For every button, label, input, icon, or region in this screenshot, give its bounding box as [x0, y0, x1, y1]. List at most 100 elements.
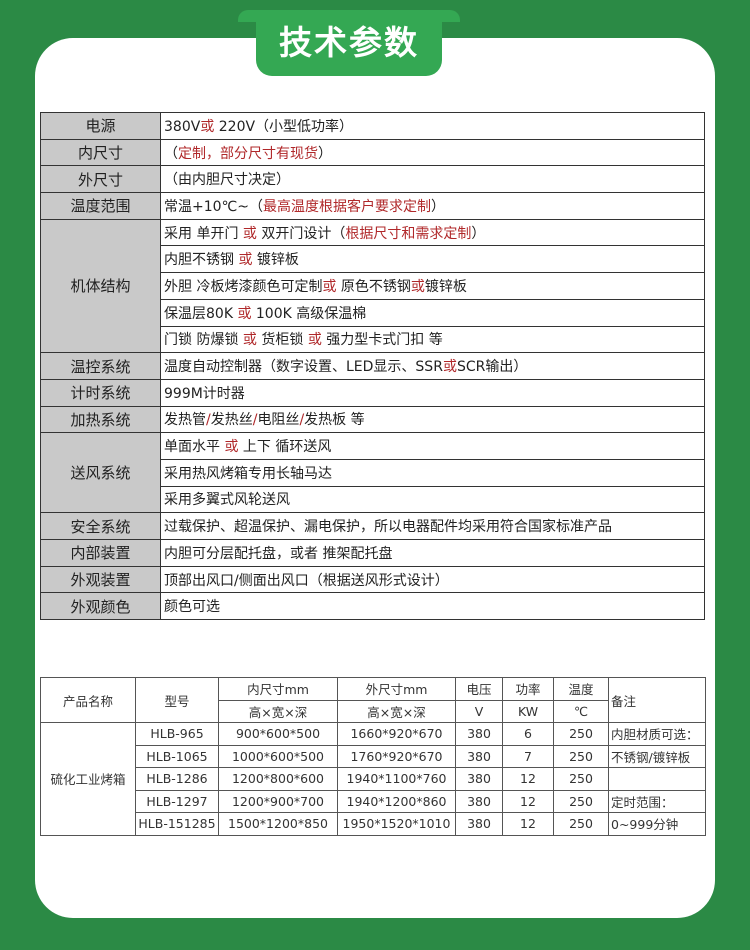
- highlight-text: 或: [242, 332, 257, 349]
- spec-value: 门锁 防爆锁 或 货柜锁 或 强力型卡式门扣 等: [160, 325, 705, 354]
- spec-text: 100K 高级保温棉: [251, 305, 367, 322]
- spec-table: 电源 380V或 220V（小型低功率） 内尺寸 （定制，部分尺寸有现货） 外尺寸 （由内…: [40, 112, 705, 621]
- table-row: HLB-1286 1200*800*600 1940*1100*760 380 12 25…: [41, 767, 706, 791]
- spec-text: 常温+10℃~（: [164, 198, 263, 215]
- spec-text: 原色不锈钢: [336, 278, 411, 295]
- model-table: 产品名称 型号 内尺寸mm 外尺寸mm 电压 功率 温度 备注 高×宽×深 高×…: [40, 677, 706, 836]
- spec-label: 机体结构: [40, 218, 161, 354]
- voltage-cell: 380: [455, 789, 503, 813]
- highlight-text: 或: [307, 332, 322, 349]
- note-cell: 定时范围：: [608, 789, 706, 813]
- table-row: HLB-1065 1000*600*500 1760*920*670 380 7 250 不…: [41, 744, 706, 768]
- spec-row: 外观装置 顶部出风口/侧面出风口（根据送风形式设计）: [40, 565, 705, 594]
- spec-label: 加热系统: [40, 405, 161, 434]
- spec-text: ）: [318, 145, 332, 162]
- header-inner-sub: 高×宽×深: [218, 699, 338, 723]
- outer-size-cell: 1760*920*670: [337, 744, 456, 768]
- temperature-cell: 250: [553, 812, 609, 836]
- header-model: 型号: [135, 677, 219, 723]
- power-cell: 12: [502, 812, 554, 836]
- spec-text: 顶部出风口/侧面出风口（根据送风形式设计）: [164, 572, 449, 589]
- spec-value: 采用多翼式风轮送风: [160, 485, 705, 514]
- spec-text: 内胆可分层配托盘，或者 推架配托盘: [164, 545, 393, 562]
- note-cell: 内胆材质可选：: [608, 722, 706, 746]
- model-cell: HLB-1065: [135, 744, 219, 768]
- spec-text: 镀锌板: [252, 252, 299, 269]
- spec-row: 内尺寸 （定制，部分尺寸有现货）: [40, 138, 705, 167]
- spec-label: 送风系统: [40, 432, 161, 514]
- outer-size-cell: 1940*1100*760: [337, 767, 456, 791]
- page-title: 技术参数: [238, 10, 460, 76]
- spec-row: 温控系统 温度自动控制器（数字设置、LED显示、SSR或SCR输出）: [40, 352, 705, 380]
- spec-value: 保温层80K 或 100K 高级保温棉: [160, 298, 705, 327]
- spec-value: 内胆可分层配托盘，或者 推架配托盘: [160, 539, 705, 567]
- header-temp: 温度: [553, 677, 609, 701]
- spec-row: 门锁 防爆锁 或 货柜锁 或 强力型卡式门扣 等: [41, 325, 705, 354]
- model-cell: HLB-965: [135, 722, 219, 746]
- spec-text: 采用多翼式风轮送风: [164, 492, 290, 509]
- spec-text: 强力型卡式门扣 等: [321, 332, 443, 349]
- highlight-text: /: [206, 412, 211, 429]
- spec-label: 外观颜色: [40, 592, 161, 621]
- spec-label: 温度范围: [40, 192, 161, 220]
- inner-size-cell: 900*600*500: [218, 722, 338, 746]
- spec-text: 220V（小型低功率）: [214, 118, 354, 135]
- inner-size-cell: 1200*800*600: [218, 767, 338, 791]
- spec-value: 采用 单开门 或 双开门设计（根据尺寸和需求定制）: [160, 218, 705, 247]
- spec-text: 货柜锁: [256, 332, 308, 349]
- spec-label: 外观装置: [40, 565, 161, 594]
- highlight-text: 或: [322, 278, 337, 295]
- spec-text: SCR输出）: [456, 359, 528, 376]
- model-cell: HLB-1286: [135, 767, 219, 791]
- power-cell: 6: [502, 722, 554, 746]
- spec-row: 采用热风烤箱专用长轴马达: [41, 458, 705, 487]
- highlight-text: 或: [224, 439, 239, 456]
- model-cell: HLB-151285: [135, 812, 219, 836]
- temperature-cell: 250: [553, 789, 609, 813]
- note-cell: 0~999分钟: [608, 812, 706, 836]
- highlight-text: 根据尺寸和需求定制: [345, 225, 472, 242]
- spec-text: 颜色可选: [164, 599, 220, 616]
- header-temp-unit: ℃: [553, 699, 609, 723]
- spec-text: ）: [431, 198, 445, 215]
- spec-value: 外胆 冷板烤漆颜色可定制或 原色不锈钢或镀锌板: [160, 272, 705, 300]
- spec-value: 发热管/发热丝/电阻丝/发热板 等: [160, 405, 705, 434]
- highlight-text: /: [299, 412, 305, 429]
- note-cell: [608, 767, 706, 791]
- spec-value: 380V或 220V（小型低功率）: [160, 112, 705, 140]
- temperature-cell: 250: [553, 767, 609, 791]
- spec-value: 常温+10℃~（最高温度根据客户要求定制）: [160, 192, 705, 220]
- spec-value: 过载保护、超温保护、漏电保护，所以电器配件均采用符合国家标准产品: [160, 512, 705, 540]
- spec-text: （由内胆尺寸决定）: [164, 172, 290, 189]
- highlight-text: 或: [200, 118, 215, 135]
- spec-text: 380V: [164, 118, 201, 135]
- spec-text: 电阻丝: [257, 412, 300, 429]
- temperature-cell: 250: [553, 744, 609, 768]
- spec-row: 采用多翼式风轮送风: [41, 485, 705, 514]
- power-cell: 12: [502, 789, 554, 813]
- header-outer: 外尺寸mm: [337, 677, 456, 701]
- outer-size-cell: 1660*920*670: [337, 722, 456, 746]
- highlight-text: 最高温度根据客户要求定制: [263, 198, 431, 215]
- table-row: HLB-151285 1500*1200*850 1950*1520*1010 380…: [41, 812, 706, 836]
- spec-label: 安全系统: [40, 512, 161, 540]
- spec-row: 电源 380V或 220V（小型低功率）: [40, 112, 705, 140]
- model-cell: HLB-1297: [135, 789, 219, 813]
- spec-row: 温度范围 常温+10℃~（最高温度根据客户要求定制）: [40, 192, 705, 220]
- spec-row: 送风系统 单面水平 或 上下 循环送风: [40, 432, 705, 514]
- header-note: 备注: [608, 677, 706, 723]
- voltage-cell: 380: [455, 744, 503, 768]
- spec-text: 双开门设计（: [256, 225, 346, 242]
- spec-text: 镀锌板: [424, 278, 467, 295]
- header-outer-sub: 高×宽×深: [337, 699, 456, 723]
- highlight-text: /: [252, 412, 258, 429]
- spec-text: 上下 循环送风: [238, 439, 332, 456]
- header-voltage: 电压: [455, 677, 503, 701]
- spec-text: 门锁 防爆锁: [164, 332, 243, 349]
- spec-value: （由内胆尺寸决定）: [160, 165, 705, 194]
- spec-row: 内胆不锈钢 或 镀锌板: [41, 245, 705, 274]
- spec-row: 外胆 冷板烤漆颜色可定制或 原色不锈钢或镀锌板: [41, 272, 705, 300]
- spec-text: 发热板 等: [304, 412, 365, 429]
- note-cell: 不锈钢/镀锌板: [608, 744, 706, 768]
- spec-text: 保温层80K: [164, 305, 238, 322]
